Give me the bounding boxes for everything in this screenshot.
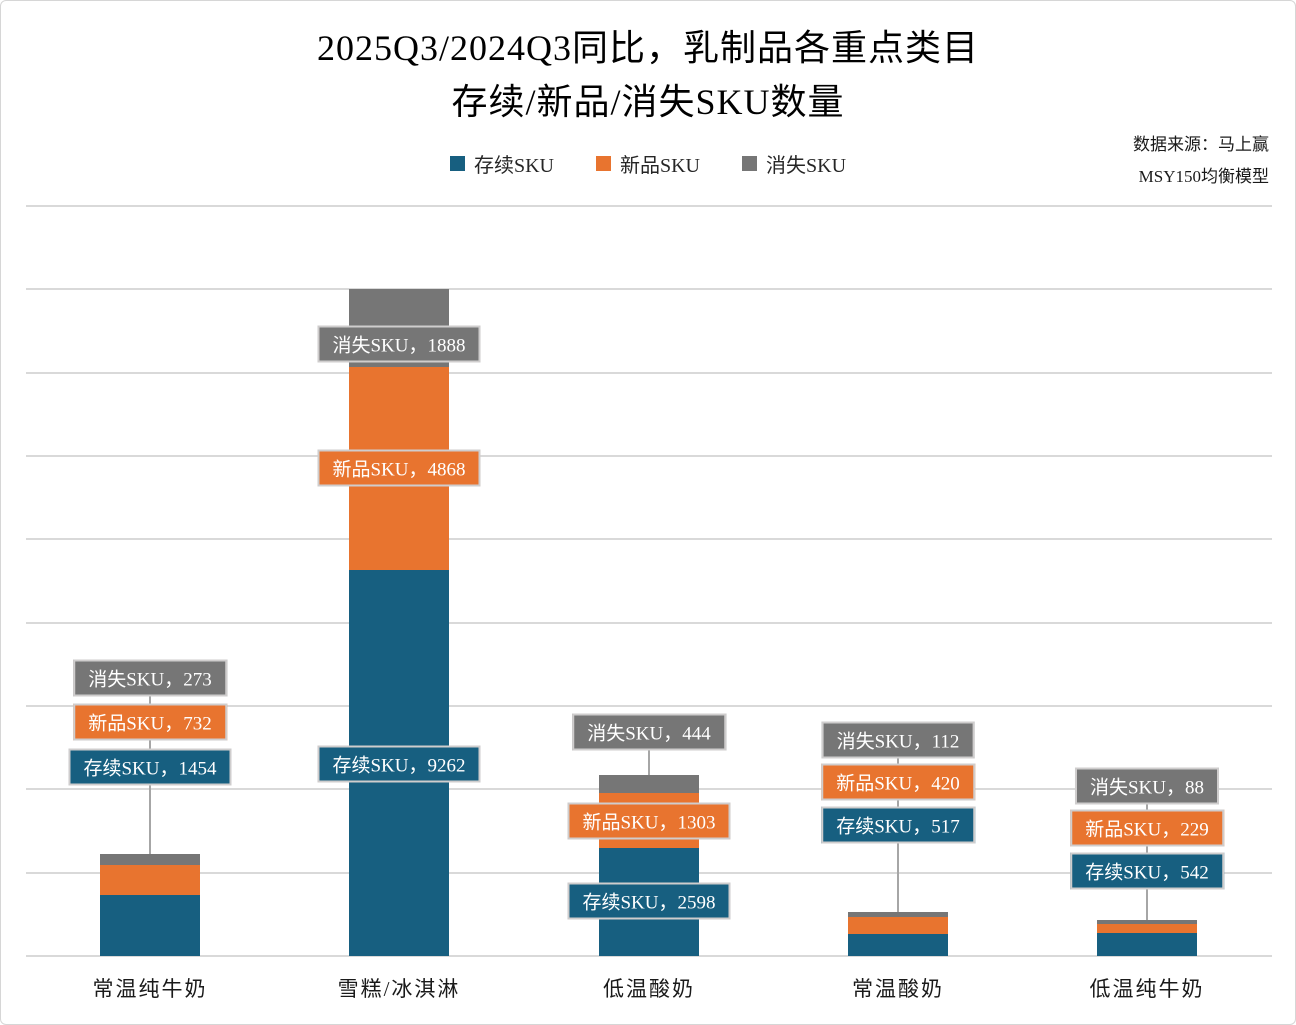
bar-segment-new bbox=[1097, 923, 1197, 934]
category-label: 雪糕/冰淇淋 bbox=[337, 977, 461, 1001]
data-label-new: 新品SKU，420 bbox=[821, 763, 975, 801]
legend-item-existing: 存续SKU bbox=[449, 149, 554, 178]
data-label-existing: 存续SKU，517 bbox=[821, 806, 975, 844]
data-label-existing: 存续SKU，9262 bbox=[317, 745, 481, 783]
chart-title-line2: 存续/新品/消失SKU数量 bbox=[451, 82, 845, 122]
data-label-existing: 存续SKU，542 bbox=[1070, 852, 1224, 890]
bar-segment-existing bbox=[848, 934, 948, 956]
data-source-line1: 数据来源：马上赢 bbox=[1133, 135, 1269, 154]
data-label-disappeared: 消失SKU，88 bbox=[1074, 767, 1220, 805]
gridline bbox=[26, 205, 1272, 207]
data-label-new: 新品SKU，229 bbox=[1070, 809, 1224, 847]
bar-segment-existing bbox=[1097, 933, 1197, 956]
bar-segment-new bbox=[100, 864, 200, 896]
legend-label-new: 新品SKU bbox=[619, 155, 700, 177]
data-label-existing: 存续SKU，2598 bbox=[567, 882, 731, 920]
legend-label-disappeared: 消失SKU bbox=[766, 155, 847, 177]
chart-title: 2025Q3/2024Q3同比，乳制品各重点类目 存续/新品/消失SKU数量 bbox=[1, 21, 1295, 129]
category-label: 常温酸奶 bbox=[852, 977, 944, 1001]
data-label-new: 新品SKU，4868 bbox=[317, 449, 481, 487]
data-label-new: 新品SKU，1303 bbox=[567, 802, 731, 840]
category-label: 低温纯牛奶 bbox=[1089, 977, 1205, 1001]
data-label-disappeared: 消失SKU，273 bbox=[73, 659, 227, 697]
gridline bbox=[26, 455, 1272, 457]
gridline bbox=[26, 538, 1272, 541]
bar-segment-disappeared bbox=[599, 774, 699, 794]
gridline bbox=[26, 705, 1272, 707]
data-label-new: 新品SKU，732 bbox=[73, 703, 227, 741]
chart-title-line1: 2025Q3/2024Q3同比，乳制品各重点类目 bbox=[317, 28, 979, 68]
data-source-line2: MSY150均衡模型 bbox=[1138, 167, 1269, 186]
legend-label-existing: 存续SKU bbox=[473, 155, 554, 177]
gridline bbox=[26, 621, 1272, 624]
data-label-disappeared: 消失SKU，1888 bbox=[317, 325, 481, 363]
bar-segment-new bbox=[848, 916, 948, 935]
legend-item-new: 新品SKU bbox=[595, 149, 700, 178]
gridline bbox=[26, 288, 1272, 291]
data-label-disappeared: 消失SKU，444 bbox=[572, 713, 726, 751]
leader-line bbox=[648, 732, 650, 775]
legend: 存续SKU 新品SKU 消失SKU bbox=[1, 149, 1295, 178]
legend-swatch-disappeared bbox=[742, 156, 757, 171]
bar-segment-disappeared bbox=[1097, 920, 1197, 924]
legend-swatch-existing bbox=[449, 156, 465, 171]
data-label-disappeared: 消失SKU，112 bbox=[821, 721, 975, 759]
bar-segment-disappeared bbox=[100, 853, 200, 865]
bar-segment-existing bbox=[100, 895, 200, 956]
category-label: 常温纯牛奶 bbox=[92, 977, 208, 1001]
bar-segment-disappeared bbox=[848, 912, 948, 917]
x-axis-line bbox=[26, 955, 1272, 957]
gridline bbox=[26, 371, 1272, 374]
legend-swatch-new bbox=[595, 156, 611, 171]
category-label: 低温酸奶 bbox=[603, 977, 695, 1001]
legend-item-disappeared: 消失SKU bbox=[742, 149, 846, 178]
data-label-existing: 存续SKU，1454 bbox=[68, 748, 232, 786]
data-source-note: 数据来源：马上赢 MSY150均衡模型 bbox=[1133, 129, 1269, 193]
